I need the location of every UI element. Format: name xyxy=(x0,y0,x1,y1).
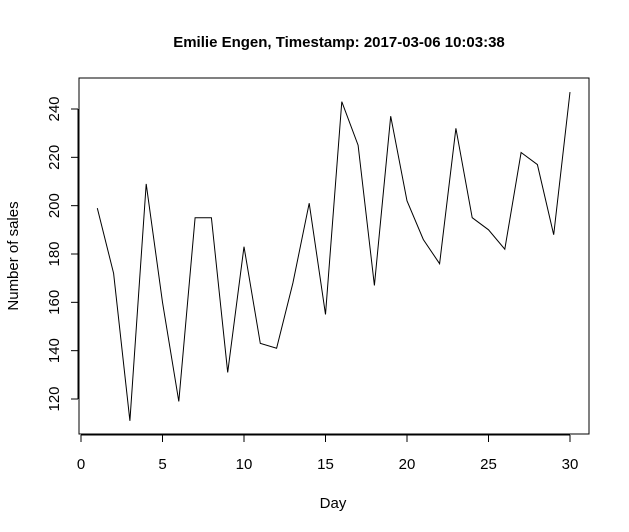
y-tick-label: 220 xyxy=(46,145,63,170)
x-tick-label: 10 xyxy=(236,456,253,473)
plot-frame xyxy=(78,77,590,435)
y-tick-label: 160 xyxy=(46,290,63,315)
chart-title: Emilie Engen, Timestamp: 2017-03-06 10:0… xyxy=(173,34,505,51)
x-tick-label: 15 xyxy=(317,456,334,473)
x-tick-label: 5 xyxy=(158,456,166,473)
series-line xyxy=(96,92,571,421)
x-tick-label: 25 xyxy=(480,456,497,473)
y-tick-label: 180 xyxy=(46,241,63,266)
y-tick-label: 120 xyxy=(46,386,63,411)
x-tick-label: 30 xyxy=(562,456,579,473)
y-axis-ticks: 120 140 160 180 200 220 240 xyxy=(46,96,78,412)
x-axis-ticks: 0 5 10 15 20 25 30 xyxy=(77,435,579,473)
y-tick-label: 200 xyxy=(46,193,63,218)
x-axis-label: Day xyxy=(320,495,347,512)
series-layer xyxy=(96,92,571,421)
x-tick-label: 0 xyxy=(77,456,85,473)
y-tick-label: 140 xyxy=(46,338,63,363)
y-axis-label: Number of sales xyxy=(5,201,22,310)
x-tick-label: 20 xyxy=(399,456,416,473)
y-tick-label: 240 xyxy=(46,96,63,121)
